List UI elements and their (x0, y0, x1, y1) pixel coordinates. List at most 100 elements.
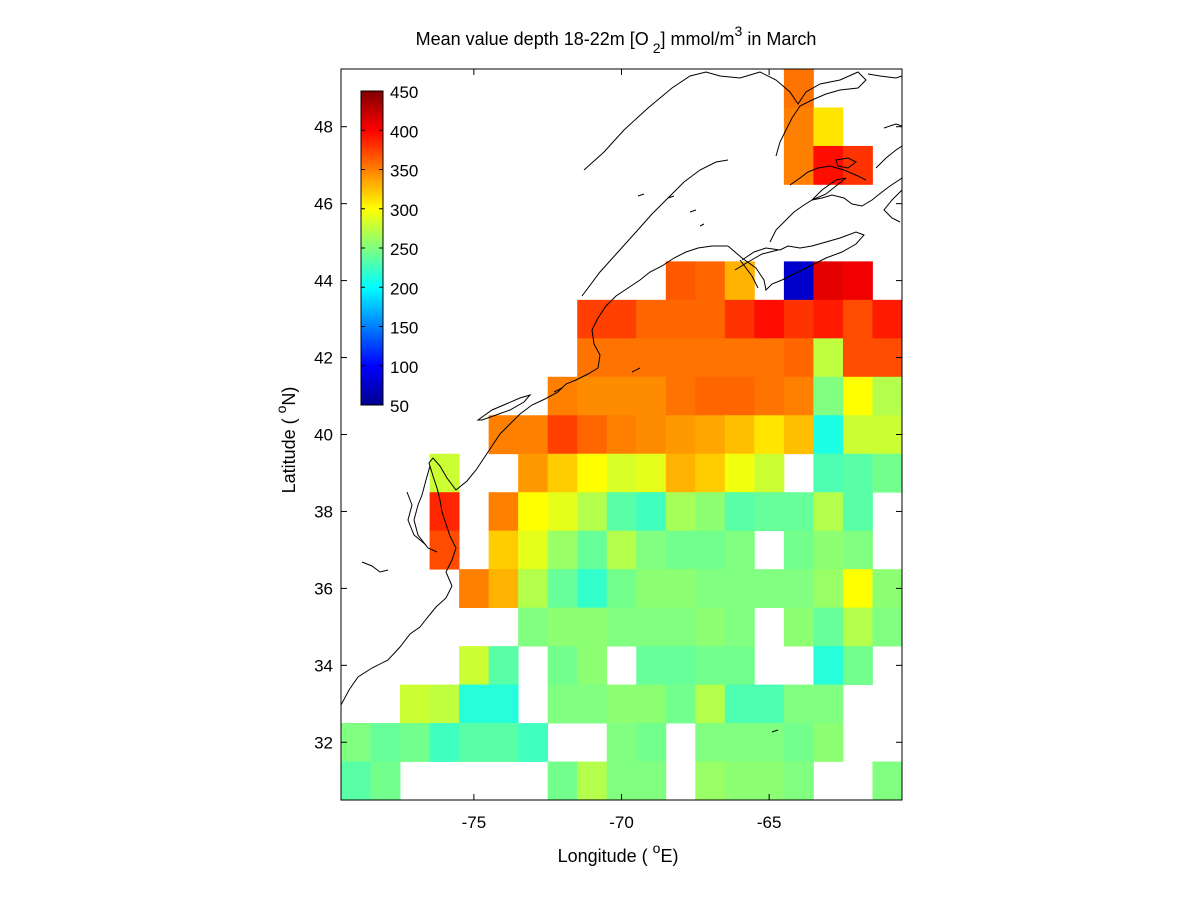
data-cell (665, 415, 696, 455)
data-cell (724, 646, 755, 685)
data-cell (518, 453, 549, 493)
data-cell (577, 569, 608, 609)
data-cell (813, 569, 844, 609)
data-cell (783, 530, 814, 570)
data-cell (518, 607, 549, 647)
data-cell (547, 453, 578, 493)
map-plot-area: -75 -70 -65 32 34 36 38 40 42 44 46 48 (314, 68, 903, 839)
data-cell (518, 569, 549, 609)
data-cell (724, 415, 755, 455)
x-tick-label: -70 (609, 813, 634, 832)
data-cell (341, 761, 371, 800)
data-cell (724, 453, 755, 493)
data-cell (577, 415, 608, 455)
colorbar-tick-label: 300 (390, 201, 418, 220)
data-cell (577, 338, 608, 378)
data-cell (577, 492, 608, 532)
data-cell (813, 415, 844, 455)
data-cell (577, 646, 608, 685)
data-cell (547, 607, 578, 647)
data-cell (547, 684, 578, 724)
x-ticks: -75 -70 -65 (462, 69, 781, 832)
data-cell (724, 723, 755, 762)
data-cell (754, 376, 785, 416)
data-cells (341, 69, 902, 839)
data-cell (754, 569, 785, 609)
data-cell (842, 145, 873, 185)
y-tick-label: 40 (314, 426, 333, 445)
data-cell (754, 723, 785, 762)
data-cell (577, 684, 608, 724)
data-cell (813, 376, 844, 416)
data-cell (518, 415, 549, 455)
data-cell (813, 261, 844, 301)
data-cell (400, 723, 430, 762)
data-cell (754, 453, 785, 493)
colorbar-tick-label: 400 (390, 122, 418, 141)
data-cell (783, 338, 814, 378)
data-cell (783, 723, 814, 762)
data-cell (754, 492, 785, 532)
data-cell (606, 338, 637, 378)
data-cell (429, 684, 460, 724)
data-cell (606, 415, 637, 455)
data-cell (429, 530, 460, 570)
data-cell (370, 723, 401, 762)
data-cell (636, 646, 667, 685)
data-cell (813, 723, 844, 762)
data-cell (606, 723, 637, 762)
data-cell (547, 530, 578, 570)
y-ticks: 32 34 36 38 40 42 44 46 48 (314, 118, 902, 752)
data-cell (518, 530, 549, 570)
data-cell (577, 376, 608, 416)
data-cell (872, 376, 902, 416)
data-cell (547, 646, 578, 685)
data-cell (783, 607, 814, 647)
data-cell (783, 761, 814, 800)
data-cell (783, 492, 814, 532)
data-cell (695, 261, 726, 301)
data-cell (518, 723, 549, 762)
data-cell (665, 376, 696, 416)
data-cell (724, 684, 755, 724)
data-cell (606, 530, 637, 570)
data-cell (842, 607, 873, 647)
data-cell (695, 492, 726, 532)
data-cell (754, 761, 785, 800)
data-cell (695, 338, 726, 378)
data-cell (842, 299, 873, 339)
data-cell (724, 299, 755, 339)
data-cell (724, 261, 755, 301)
data-cell (429, 492, 460, 532)
data-cell (783, 684, 814, 724)
data-cell (636, 569, 667, 609)
data-cell (488, 646, 519, 685)
data-cell (813, 299, 844, 339)
colorbar-ticks: 450 400 350 300 250 200 150 100 50 (361, 83, 418, 416)
y-tick-label: 36 (314, 579, 333, 598)
data-cell (665, 492, 696, 532)
data-cell (606, 607, 637, 647)
data-cell (665, 299, 696, 339)
x-axis-label: Longitude ( oE) (558, 840, 679, 866)
data-cell (842, 453, 873, 493)
y-tick-label: 38 (314, 502, 333, 521)
data-cell (813, 684, 844, 724)
data-cell (371, 800, 401, 839)
y-tick-label: 34 (314, 656, 333, 675)
data-cell (665, 453, 696, 493)
data-cell (813, 607, 844, 647)
data-cell (724, 607, 755, 647)
data-cell (636, 453, 667, 493)
colorbar-tick-label: 450 (390, 83, 418, 102)
y-tick-label: 46 (314, 195, 333, 214)
data-cell (813, 646, 844, 685)
data-cell (754, 338, 785, 378)
data-cell (872, 453, 902, 493)
data-cell (665, 530, 696, 570)
data-cell (636, 530, 667, 570)
colorbar: 450 400 350 300 250 200 150 100 50 (360, 83, 418, 416)
data-cell (547, 492, 578, 532)
data-cell (665, 338, 696, 378)
data-cell (724, 338, 755, 378)
